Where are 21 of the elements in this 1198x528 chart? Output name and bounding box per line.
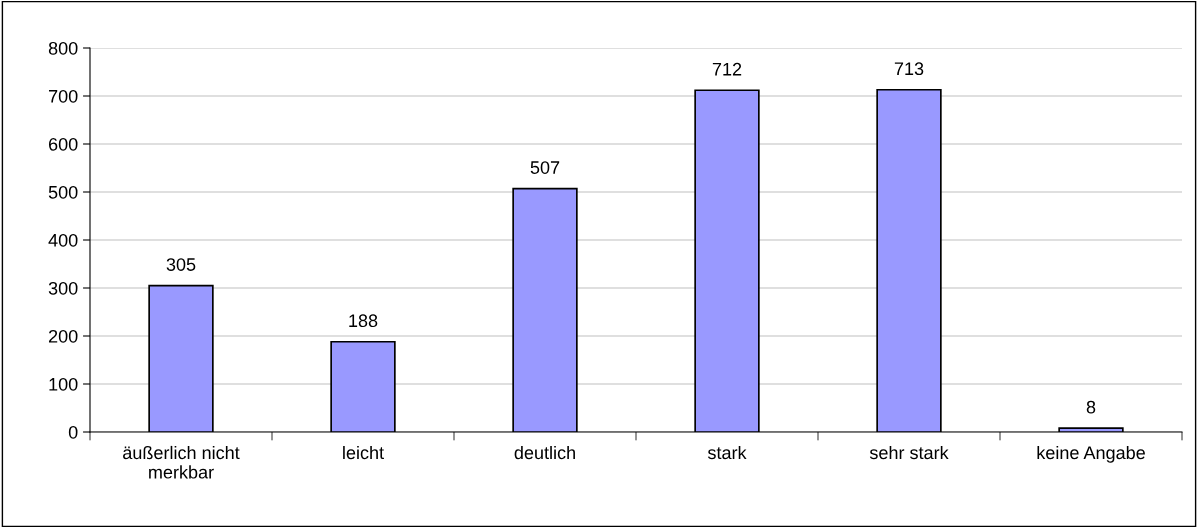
y-tick-label: 400 [48,233,78,247]
x-tick-label: deutlich [514,445,575,460]
x-tick-label: äußerlich nicht merkbar [123,445,240,479]
y-tick-label: 0 [68,425,78,439]
y-tick-label: 100 [49,377,78,391]
y-tick-label: 500 [48,185,78,199]
data-label: 8 [1086,400,1096,414]
x-tick-label: keine Angabe [1037,445,1145,463]
y-tick-label: 200 [48,329,78,343]
data-label: 507 [530,161,560,174]
y-tick-label: 600 [48,137,78,151]
x-tick-label: sehr stark [869,445,949,460]
data-label: 188 [349,314,378,328]
data-label: 713 [894,62,924,76]
y-tick-label: 700 [49,89,78,103]
x-tick-label: stark [707,445,747,460]
y-tick-label: 300 [48,281,78,295]
x-tick-label: leicht [343,445,384,460]
y-tick-label: 800 [48,41,78,55]
data-label: 712 [712,62,742,76]
data-label: 305 [166,258,196,271]
